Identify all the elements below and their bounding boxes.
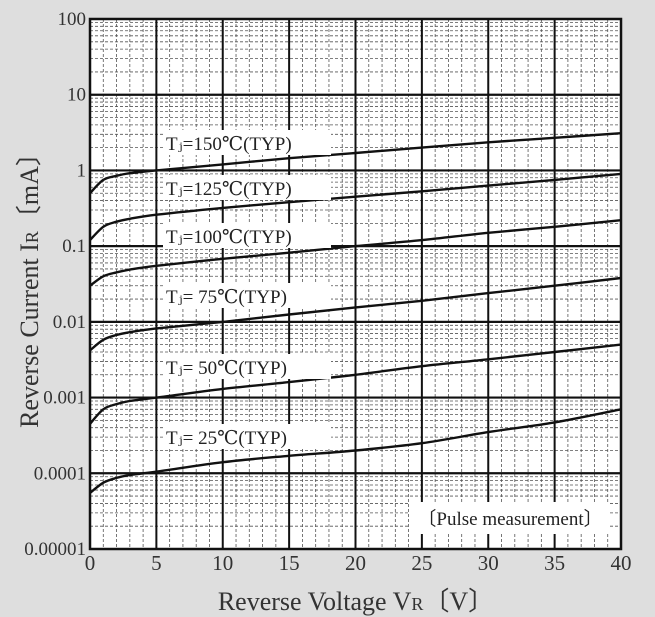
x-tick-label: 35 — [544, 551, 565, 575]
x-tick-label: 40 — [611, 551, 632, 575]
series-label: Tⱼ=150℃(TYP) — [166, 134, 292, 155]
x-tick-label: 20 — [345, 551, 366, 575]
y-tick-label: 100 — [58, 9, 87, 30]
pulse-note: 〔Pulse measurement〕 — [410, 502, 610, 534]
plot-frame — [88, 17, 623, 551]
series-labels: Tⱼ=150℃(TYP) Tⱼ=125℃(TYP) Tⱼ=100℃(TYP) Tⱼ= … — [163, 130, 331, 449]
series-label-bg — [163, 130, 331, 155]
x-tick-label: 15 — [279, 551, 300, 575]
series-label: Tⱼ= 75℃(TYP) — [166, 287, 287, 308]
y-axis-title-sub: R — [22, 231, 42, 243]
series-line — [89, 172, 622, 241]
x-axis-title-sub: R — [411, 594, 423, 614]
y-tick-label: 1 — [77, 160, 87, 181]
y-tick-label: 0.00001 — [24, 539, 86, 560]
x-tick-label: 5 — [151, 551, 162, 575]
y-axis-title: Reverse Current IR〔mA〕 — [15, 140, 44, 428]
y-tick-label: 0.0001 — [34, 463, 86, 484]
y-tick-label: 0.001 — [43, 388, 86, 409]
series-label-bg — [163, 283, 331, 308]
y-axis-title-unit: 〔mA〕 — [15, 140, 44, 231]
series-line — [89, 276, 622, 352]
series-lines — [89, 132, 622, 494]
series-label-bg — [163, 175, 331, 200]
y-axis-title-main: Reverse Current I — [15, 243, 44, 428]
series-label: Tⱼ= 50℃(TYP) — [166, 358, 287, 379]
y-tick-labels: 0.00001 0.0001 0.001 0.01 0.1 1 10 100 — [24, 9, 86, 560]
series-label-bg — [163, 424, 331, 449]
x-tick-labels: 0 5 10 15 20 25 30 35 40 — [85, 551, 632, 575]
pulse-measurement-note: 〔Pulse measurement〕 — [417, 508, 602, 530]
x-tick-label: 25 — [411, 551, 432, 575]
series-label: Tⱼ= 25℃(TYP) — [166, 428, 287, 449]
y-tick-label: 10 — [67, 85, 86, 106]
series-label-bg — [163, 223, 331, 248]
series-line — [89, 343, 622, 425]
y-tick-label: 0.1 — [62, 236, 86, 257]
series-label: Tⱼ=100℃(TYP) — [166, 227, 292, 248]
y-tick-label: 0.01 — [53, 312, 86, 333]
series-label: Tⱼ=125℃(TYP) — [166, 179, 292, 200]
x-axis-title-unit: 〔V〕 — [423, 587, 494, 616]
series-line — [89, 408, 622, 494]
x-axis-title: Reverse Voltage VR〔V〕 — [218, 587, 494, 616]
x-axis-title-main: Reverse Voltage V — [218, 587, 412, 616]
x-tick-label: 30 — [478, 551, 499, 575]
x-tick-label: 0 — [85, 551, 96, 575]
series-line — [89, 132, 622, 195]
series-line — [89, 219, 622, 287]
series-label-bg — [163, 354, 331, 379]
x-tick-label: 10 — [212, 551, 233, 575]
